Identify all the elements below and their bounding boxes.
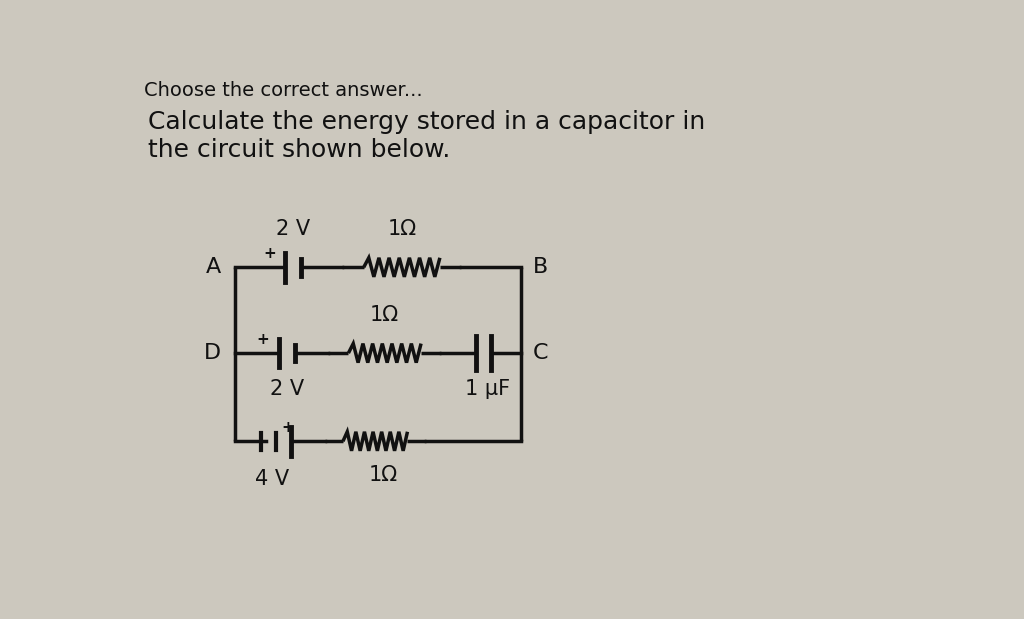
- Text: A: A: [206, 258, 221, 277]
- Text: 1 μF: 1 μF: [465, 379, 510, 399]
- Text: D: D: [204, 343, 221, 363]
- Text: 2 V: 2 V: [276, 219, 310, 239]
- Text: 2 V: 2 V: [269, 379, 304, 399]
- Text: C: C: [532, 343, 548, 363]
- Text: Calculate the energy stored in a capacitor in
the circuit shown below.: Calculate the energy stored in a capacit…: [147, 110, 706, 162]
- Text: 1Ω: 1Ω: [370, 305, 399, 324]
- Text: +: +: [263, 246, 275, 261]
- Text: B: B: [532, 258, 548, 277]
- Text: +: +: [257, 332, 269, 347]
- Text: Choose the correct answer...: Choose the correct answer...: [143, 82, 423, 100]
- Text: 1Ω: 1Ω: [369, 465, 397, 485]
- Text: 4 V: 4 V: [255, 469, 289, 489]
- Text: +: +: [282, 420, 294, 435]
- Text: 1Ω: 1Ω: [387, 219, 417, 239]
